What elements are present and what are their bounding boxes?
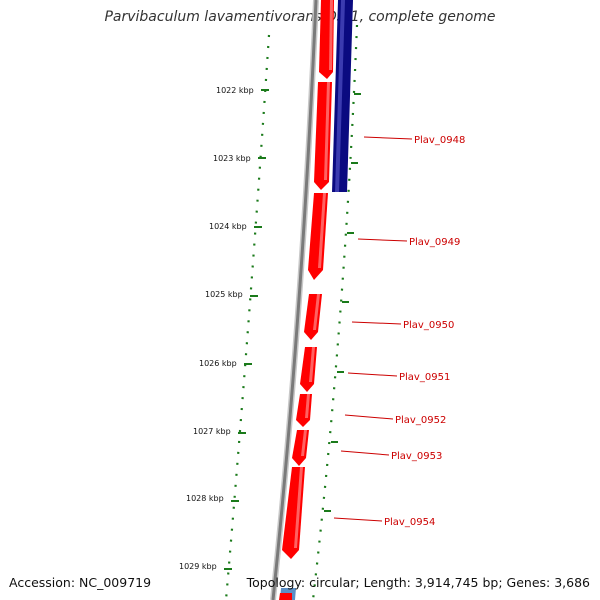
tick-label-1026: 1026 kbp — [199, 359, 237, 368]
gene-label-plav-0953[interactable]: Plav_0953 — [391, 451, 442, 462]
gene-label-plav-0952[interactable]: Plav_0952 — [395, 415, 446, 426]
tick-label-1024: 1024 kbp — [209, 222, 247, 231]
gene-label-plav-0951[interactable]: Plav_0951 — [399, 372, 450, 383]
tick-label-1028: 1028 kbp — [186, 494, 224, 503]
map-title: Parvibaculum lavamentivorans DS-1, compl… — [104, 9, 496, 25]
backbone — [271, 0, 318, 600]
gene-forward-6 — [296, 394, 312, 427]
scale-ticks: 1022 kbp 1023 kbp 1024 kbp 1025 kbp 1026… — [179, 86, 269, 571]
gene-label-plav-0949[interactable]: Plav_0949 — [409, 237, 460, 248]
tick-label-1025: 1025 kbp — [205, 290, 243, 299]
gene-reverse-1-highlight — [335, 0, 345, 192]
gene-label-plav-0948[interactable]: Plav_0948 — [414, 135, 465, 146]
forward-gene-highlights — [294, 0, 333, 548]
gene-labels: Plav_0948 Plav_0949 Plav_0950 Plav_0951 … — [384, 135, 465, 528]
gene-label-plav-0954[interactable]: Plav_0954 — [384, 517, 435, 528]
gene-label-plav-0950[interactable]: Plav_0950 — [403, 320, 454, 331]
tick-label-1023: 1023 kbp — [213, 154, 251, 163]
gene-forward-7 — [292, 430, 309, 466]
tick-label-1029: 1029 kbp — [179, 562, 217, 571]
gene-label-leaders — [333, 136, 413, 522]
topology-text: Topology: circular; Length: 3,914,745 bp… — [246, 575, 590, 590]
tick-label-1022: 1022 kbp — [216, 86, 254, 95]
gene-forward-5 — [300, 347, 317, 392]
tick-label-1027: 1027 kbp — [193, 427, 231, 436]
scale-dotted-line — [224, 34, 271, 600]
accession-text: Accession: NC_009719 — [9, 575, 152, 590]
gene-forward-9 — [279, 593, 292, 600]
gene-forward-4 — [304, 294, 322, 340]
outer-ticks — [324, 93, 361, 512]
